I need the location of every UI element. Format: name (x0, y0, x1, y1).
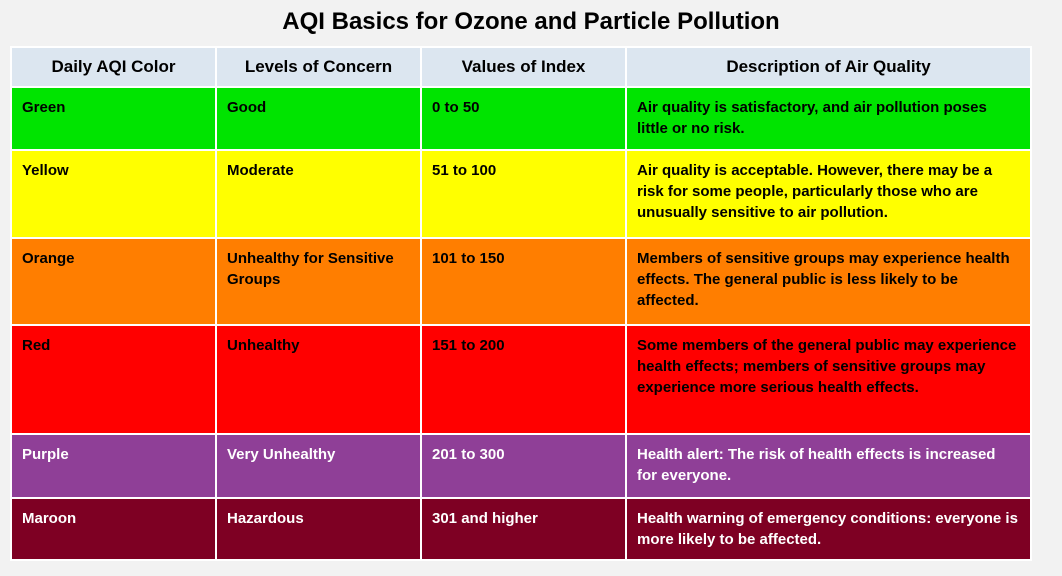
column-header-daily-aqi-color: Daily AQI Color (10, 46, 217, 88)
values-cell: 101 to 150 (420, 236, 627, 326)
table-row-purple: Purple Very Unhealthy 201 to 300 Health … (10, 432, 1032, 499)
aqi-color-cell: Purple (10, 432, 217, 499)
aqi-color-cell: Red (10, 323, 217, 435)
aqi-color-cell: Green (10, 86, 217, 151)
table-row-orange: Orange Unhealthy for Sensitive Groups 10… (10, 236, 1032, 326)
table-row-maroon: Maroon Hazardous 301 and higher Health w… (10, 496, 1032, 562)
page-title: AQI Basics for Ozone and Particle Pollut… (282, 8, 780, 35)
values-cell: 201 to 300 (420, 432, 627, 499)
level-cell: Unhealthy for Sensitive Groups (215, 236, 422, 326)
column-header-description: Description of Air Quality (625, 46, 1032, 88)
column-header-values-of-index: Values of Index (420, 46, 627, 88)
level-cell: Moderate (215, 148, 422, 239)
level-cell: Unhealthy (215, 323, 422, 435)
column-header-levels-of-concern: Levels of Concern (215, 46, 422, 88)
values-cell: 151 to 200 (420, 323, 627, 435)
description-cell: Members of sensitive groups may experien… (625, 236, 1032, 326)
values-cell: 301 and higher (420, 496, 627, 562)
description-cell: Some members of the general public may e… (625, 323, 1032, 435)
description-cell: Health warning of emergency conditions: … (625, 496, 1032, 562)
level-cell: Good (215, 86, 422, 151)
table-header-row: Daily AQI Color Levels of Concern Values… (10, 46, 1032, 88)
aqi-color-cell: Maroon (10, 496, 217, 562)
aqi-table: Daily AQI Color Levels of Concern Values… (10, 46, 1032, 562)
table-row-yellow: Yellow Moderate 51 to 100 Air quality is… (10, 148, 1032, 239)
aqi-color-cell: Orange (10, 236, 217, 326)
description-cell: Air quality is satisfactory, and air pol… (625, 86, 1032, 151)
level-cell: Very Unhealthy (215, 432, 422, 499)
table-row-red: Red Unhealthy 151 to 200 Some members of… (10, 323, 1032, 435)
aqi-color-cell: Yellow (10, 148, 217, 239)
description-cell: Health alert: The risk of health effects… (625, 432, 1032, 499)
level-cell: Hazardous (215, 496, 422, 562)
table-row-green: Green Good 0 to 50 Air quality is satisf… (10, 86, 1032, 151)
description-cell: Air quality is acceptable. However, ther… (625, 148, 1032, 239)
values-cell: 51 to 100 (420, 148, 627, 239)
values-cell: 0 to 50 (420, 86, 627, 151)
